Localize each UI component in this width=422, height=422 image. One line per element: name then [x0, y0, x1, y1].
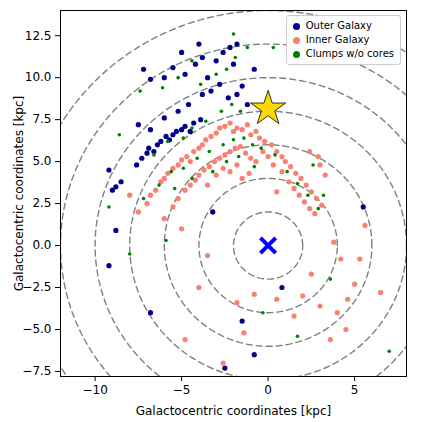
svg-text:Galactocentric coordinates [kp: Galactocentric coordinates [kpc] [12, 96, 26, 292]
svg-text:−7.5: −7.5 [22, 364, 51, 378]
html-text:Outer Galaxy: Outer Galaxy [305, 20, 372, 31]
html-text:Inner Galaxy: Inner Galaxy [305, 34, 370, 45]
svg-text:Galactocentric coordinates [kp: Galactocentric coordinates [kpc] [136, 404, 332, 418]
svg-text:−5: −5 [173, 383, 191, 397]
svg-text:−5.0: −5.0 [22, 322, 51, 336]
svg-text:0: 0 [264, 383, 272, 397]
svg-text:5: 5 [351, 383, 359, 397]
svg-text:−2.5: −2.5 [22, 280, 51, 294]
svg-text:−10: −10 [82, 383, 107, 397]
svg-text:0.0: 0.0 [32, 238, 51, 252]
svg-text:10.0: 10.0 [25, 70, 52, 84]
svg-text:12.5: 12.5 [25, 29, 52, 43]
svg-text:2.5: 2.5 [32, 196, 51, 210]
svg-text:7.5: 7.5 [32, 112, 51, 126]
svg-text:5.0: 5.0 [32, 154, 51, 168]
html-text:Clumps w/o cores: Clumps w/o cores [305, 48, 394, 59]
